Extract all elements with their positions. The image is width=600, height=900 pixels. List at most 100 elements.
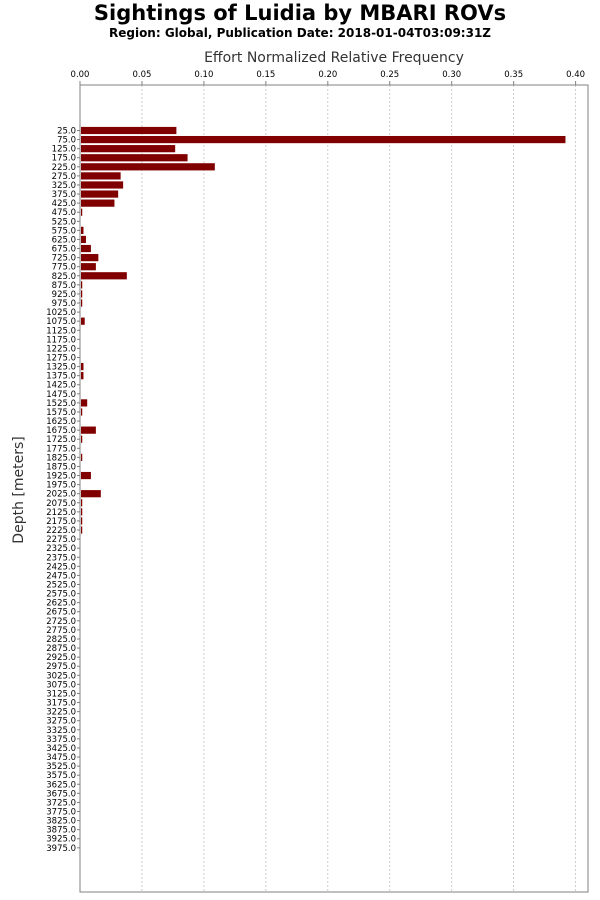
x-tick-label: 0.40 [566,70,585,80]
y-tick-label: 1975.0 [46,481,76,491]
x-tick-label: 0.15 [256,70,275,80]
y-tick-label: 1925.0 [46,472,76,482]
x-tick-label: 0.35 [504,70,523,80]
bars [81,126,566,534]
y-tick-label: 1875.0 [46,462,76,472]
y-tick-label: 925.0 [52,290,76,300]
bar [81,508,83,516]
y-tick-label: 2625.0 [46,599,76,609]
y-tick-label: 975.0 [52,299,76,309]
bar [81,254,99,262]
y-tick-label: 1625.0 [46,417,76,427]
chart-subtitle: Region: Global, Publication Date: 2018-0… [108,26,492,40]
y-axis-label: Depth [meters] [11,436,27,543]
bar [81,526,83,534]
y-tick-label: 325.0 [52,181,76,191]
y-tick-label: 2325.0 [46,544,76,554]
bar [81,235,86,244]
y-tick-label: 3825.0 [46,817,76,827]
y-tick-label: 2425.0 [46,562,76,572]
y-tick-label: 1375.0 [46,372,76,382]
x-tick-labels: 0.00 0.05 0.10 0.15 0.20 0.25 0.30 0.35 0.40 [71,70,585,85]
y-tick-label: 1725.0 [46,435,76,445]
y-tick-label: 3025.0 [46,671,76,681]
y-tick-label: 1125.0 [46,326,76,336]
y-tick-label: 1175.0 [46,335,76,345]
bar [81,362,84,371]
y-tick-label: 3075.0 [46,680,76,690]
x-tick-label: 0.25 [380,70,399,80]
y-tick-label: 2875.0 [46,644,76,654]
y-tick-label: 3775.0 [46,808,76,818]
bar [81,317,85,325]
bar [81,471,91,480]
bar [81,408,83,416]
bar [81,290,83,298]
bar [81,208,83,216]
y-tick-label: 1425.0 [46,381,76,391]
y-tick-label: 3975.0 [46,844,76,854]
y-tick-label: 1225.0 [46,344,76,354]
y-tick-labels: 25.075.0125.0175.0225.0275.0325.0375.042… [46,127,80,854]
x-tick-label: 0.10 [194,70,213,80]
bar [81,199,115,207]
bar [81,453,83,461]
y-tick-label: 3225.0 [46,708,76,718]
y-tick-label: 3125.0 [46,689,76,699]
x-tick-label: 0.30 [442,70,461,80]
bar [81,435,83,443]
y-tick-label: 2975.0 [46,662,76,672]
y-tick-label: 3425.0 [46,744,76,754]
bar [81,490,101,498]
y-tick-label: 475.0 [52,208,76,218]
y-tick-label: 875.0 [52,281,76,291]
bar [81,154,188,162]
y-tick-label: 1825.0 [46,453,76,463]
y-tick-label: 1325.0 [46,363,76,373]
y-tick-label: 1775.0 [46,444,76,454]
y-tick-label: 575.0 [52,226,76,236]
y-tick-label: 3325.0 [46,726,76,736]
y-tick-label: 675.0 [52,245,76,255]
y-tick-label: 2075.0 [46,499,76,509]
y-tick-label: 25.0 [57,127,76,137]
grid-lines [141,85,577,892]
bar [81,272,127,280]
y-tick-label: 725.0 [52,254,76,264]
y-tick-label: 3175.0 [46,699,76,709]
bar [81,135,566,144]
y-tick-label: 525.0 [52,217,76,227]
x-tick-label: 0.20 [318,70,337,80]
y-tick-label: 825.0 [52,272,76,282]
bar [81,372,84,380]
y-tick-label: 2725.0 [46,617,76,627]
y-tick-label: 1675.0 [46,426,76,436]
bar [81,299,83,307]
y-tick-label: 275.0 [52,172,76,182]
y-tick-label: 3725.0 [46,798,76,808]
y-tick-label: 2675.0 [46,608,76,618]
bar [81,399,88,407]
y-tick-label: 1075.0 [46,317,76,327]
y-tick-label: 2175.0 [46,517,76,527]
y-tick-label: 2525.0 [46,581,76,591]
y-tick-label: 3475.0 [46,753,76,763]
y-tick-label: 125.0 [52,145,76,155]
chart-title: Sightings of Luidia by MBARI ROVs [93,1,507,25]
bar [81,145,176,153]
x-tick-label: 0.00 [71,70,90,80]
y-tick-label: 3275.0 [46,717,76,727]
bar [81,163,215,171]
y-tick-label: 2225.0 [46,526,76,536]
y-tick-label: 75.0 [57,136,76,146]
y-tick-label: 2925.0 [46,653,76,663]
y-tick-label: 425.0 [52,199,76,209]
y-tick-label: 1475.0 [46,390,76,400]
bar [81,426,96,434]
bar [81,263,96,271]
y-tick-label: 2825.0 [46,635,76,645]
x-axis-label: Effort Normalized Relative Frequency [204,50,464,66]
y-tick-label: 2375.0 [46,553,76,563]
bar [81,517,83,525]
